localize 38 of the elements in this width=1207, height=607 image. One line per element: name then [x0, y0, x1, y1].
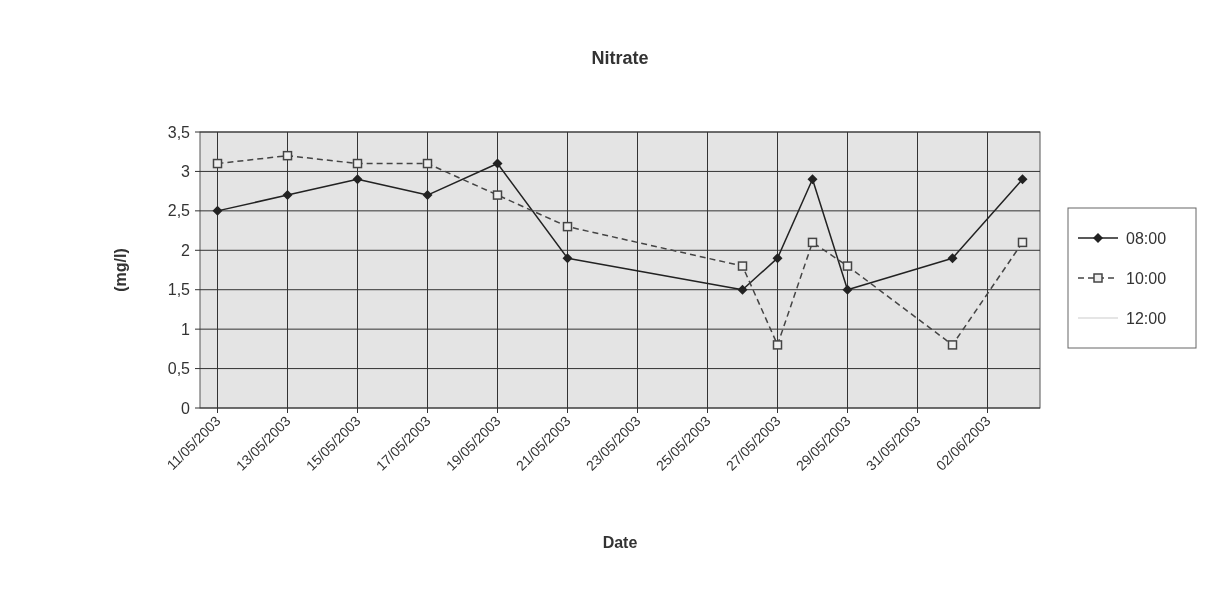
y-tick-label: 0,5	[167, 360, 191, 378]
point	[422, 190, 433, 201]
point	[947, 340, 958, 350]
legend-label: 08:00	[1126, 229, 1167, 247]
y-tick-label: 1,5	[167, 281, 191, 299]
point	[737, 261, 748, 271]
y-tick-label: 1	[181, 320, 191, 338]
point	[772, 253, 783, 264]
y-axis-title: (mg/l)	[112, 248, 129, 292]
point	[352, 174, 363, 185]
point	[282, 190, 293, 201]
chart-title: Nitrate	[591, 48, 649, 68]
legend-label: 12:00	[1126, 309, 1167, 327]
point	[492, 190, 503, 200]
y-tick-label: 2,5	[167, 202, 191, 220]
y-tick-label: 2	[181, 241, 191, 259]
y-tick-label: 3	[181, 163, 191, 181]
point	[1017, 237, 1028, 248]
point	[352, 158, 363, 169]
point	[842, 261, 853, 271]
y-tick-label: 3,5	[167, 123, 191, 141]
point	[807, 174, 818, 185]
point	[422, 158, 433, 169]
point	[737, 284, 748, 295]
point	[947, 253, 958, 264]
point	[772, 340, 783, 350]
x-axis-title: Date	[602, 534, 638, 551]
y-tick-label: 0	[181, 399, 191, 417]
legend-label: 10:00	[1126, 269, 1167, 287]
point	[1017, 174, 1028, 185]
point	[807, 237, 818, 248]
point	[212, 205, 223, 216]
point	[212, 158, 223, 169]
point	[562, 253, 573, 264]
point	[282, 150, 293, 161]
point	[492, 158, 503, 169]
point	[562, 221, 573, 232]
point	[842, 284, 853, 295]
